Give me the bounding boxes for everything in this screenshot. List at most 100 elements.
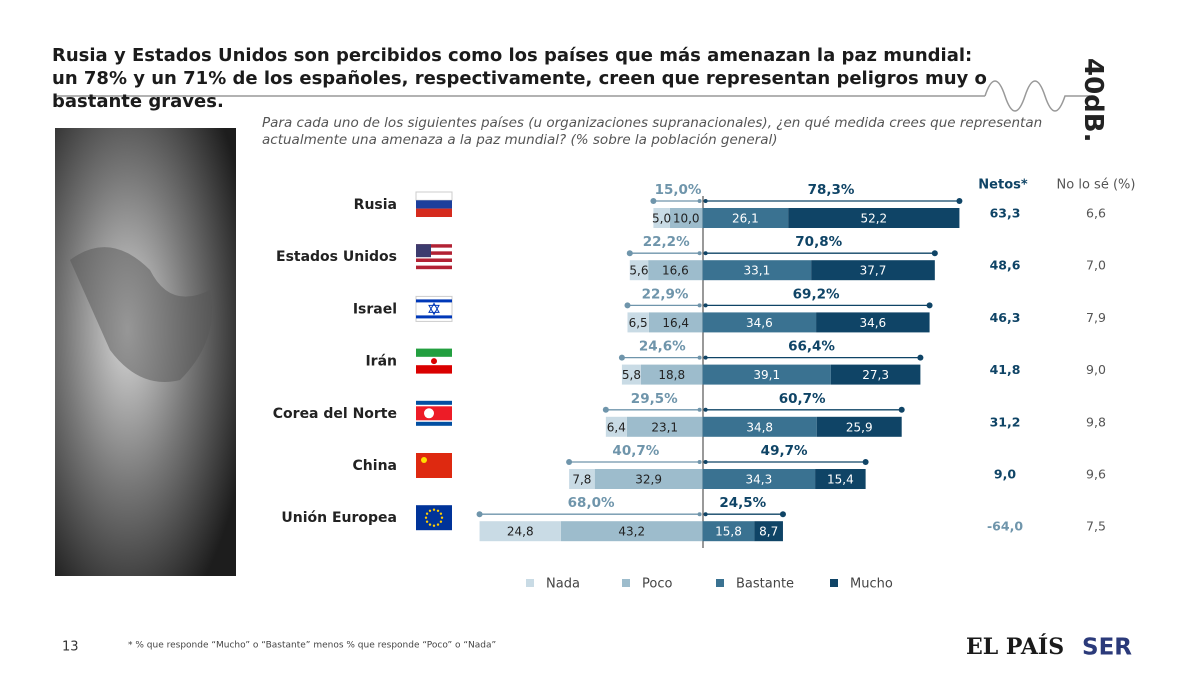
flag <box>416 315 452 319</box>
total-label: 40,7% <box>612 443 659 459</box>
category-label: Irán <box>365 354 397 370</box>
subtitle: Para cada uno de los siguientes países (… <box>262 115 1043 148</box>
total-start-dot <box>697 407 702 412</box>
flag <box>416 262 452 266</box>
flag <box>440 516 444 519</box>
total-end-dot <box>862 459 869 465</box>
total-end-dot <box>898 406 905 413</box>
bar-segment <box>653 208 670 228</box>
no-se-header: No lo sé (%) <box>1057 178 1136 193</box>
bar-segment <box>816 312 930 333</box>
flag-icon <box>415 191 453 217</box>
segment-label: 5,6 <box>629 264 648 278</box>
flag <box>416 453 452 478</box>
total-start-dot <box>703 355 708 360</box>
segment-label: 6,5 <box>629 316 648 330</box>
segment-label: 32,9 <box>635 473 662 487</box>
total-start-dot <box>697 251 702 256</box>
flag-icon <box>416 244 452 270</box>
flag <box>416 200 452 209</box>
netos-value: 48,6 <box>990 258 1021 273</box>
total-end-dot <box>779 511 786 518</box>
segment-label: 33,1 <box>744 264 771 278</box>
legend-swatch <box>526 579 534 587</box>
segment-label: 16,6 <box>662 264 689 278</box>
bar-segment <box>815 469 866 489</box>
segment-label: 7,8 <box>572 473 591 487</box>
category-label: Corea del Norte <box>273 406 397 422</box>
flag <box>424 408 434 419</box>
segment-label: 39,1 <box>753 368 780 382</box>
segment-label: 18,8 <box>658 368 685 382</box>
flag <box>425 512 429 515</box>
bar-segment <box>702 416 817 437</box>
total-label: 66,4% <box>788 339 835 355</box>
bar-segment <box>788 208 960 228</box>
bar-segment <box>560 521 703 542</box>
total-end-dot <box>626 250 633 257</box>
bar-segment <box>702 312 817 333</box>
bar-segment <box>702 469 816 489</box>
legend-swatch <box>622 579 630 587</box>
flag <box>432 508 436 511</box>
flag <box>428 523 432 526</box>
category-label: Estados Unidos <box>276 249 397 265</box>
total-start-dot <box>703 303 708 308</box>
legend-label: Nada <box>546 577 580 592</box>
total-end-dot <box>926 302 933 309</box>
total-label: 22,2% <box>643 234 690 250</box>
legend-swatch <box>716 579 724 587</box>
total-label: 29,5% <box>631 391 678 407</box>
flag <box>416 244 431 258</box>
total-start-dot <box>697 303 702 308</box>
flag <box>416 254 452 259</box>
segment-label: 5,0 <box>652 212 671 226</box>
total-end-dot <box>624 302 631 309</box>
bar-segment <box>605 416 627 437</box>
flag <box>416 265 452 270</box>
no-se-value: 6,6 <box>1086 206 1106 221</box>
legend-label: Poco <box>642 577 672 592</box>
category-label: China <box>353 458 397 474</box>
total-label: 24,5% <box>719 495 766 511</box>
bar-segment <box>702 208 789 228</box>
total-start-dot <box>697 355 702 360</box>
page-number: 13 <box>62 640 79 655</box>
bar-segment <box>754 521 783 542</box>
bar-segment <box>648 260 703 281</box>
flag <box>436 523 440 526</box>
total-start-dot <box>703 512 708 517</box>
legend-label: Mucho <box>850 577 893 592</box>
total-end-dot <box>602 406 609 413</box>
total-end-dot <box>917 354 924 361</box>
total-label: 49,7% <box>761 443 808 459</box>
no-se-value: 7,5 <box>1086 519 1106 534</box>
segment-label: 25,9 <box>846 420 873 434</box>
flag-icon <box>416 348 452 374</box>
flag <box>428 302 440 316</box>
bar-segment <box>702 521 755 542</box>
total-label: 68,0% <box>568 495 615 511</box>
flag <box>439 520 443 523</box>
segment-label: 34,6 <box>859 316 886 330</box>
bar-segment <box>621 364 641 385</box>
flag-icon <box>416 453 452 478</box>
title-wave <box>984 80 1090 112</box>
total-start-dot <box>697 460 702 464</box>
total-label: 15,0% <box>655 182 702 198</box>
flag <box>425 520 429 523</box>
no-se-value: 9,8 <box>1086 414 1106 429</box>
flag <box>416 247 452 252</box>
segment-label: 16,4 <box>662 316 689 330</box>
total-label: 22,9% <box>642 286 689 302</box>
total-label: 69,2% <box>793 286 840 302</box>
bar-segment <box>569 469 595 489</box>
segment-label: 37,7 <box>860 264 887 278</box>
segment-label: 23,1 <box>651 420 678 434</box>
total-end-dot <box>956 198 963 204</box>
flag <box>439 512 443 515</box>
bar-segment <box>626 416 703 437</box>
flag <box>416 348 452 357</box>
flag <box>416 251 452 255</box>
